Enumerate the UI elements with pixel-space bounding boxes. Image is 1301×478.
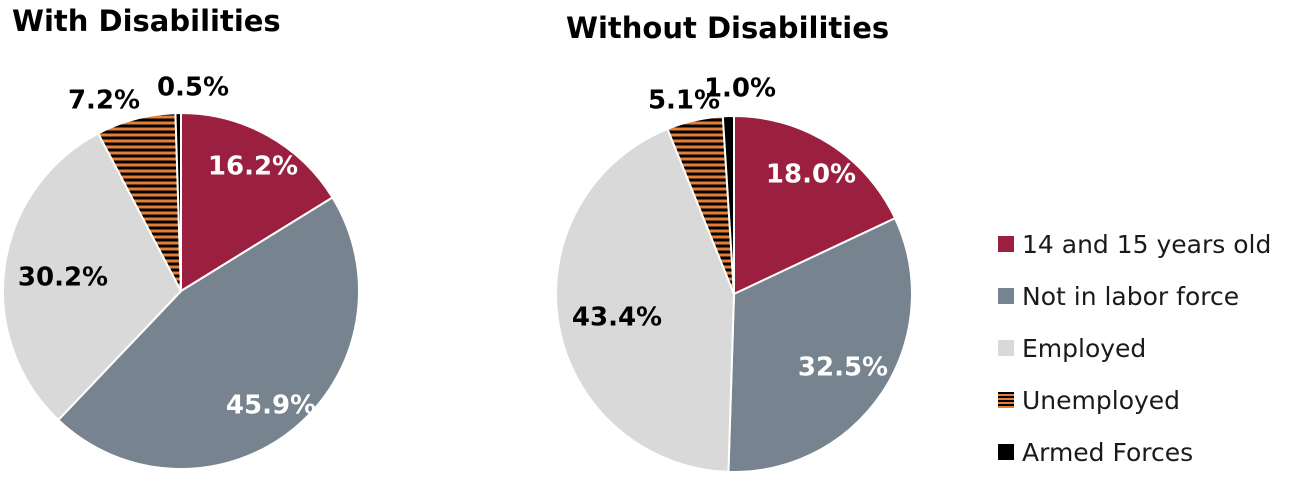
legend-item-14-15: 14 and 15 years old [998, 218, 1271, 270]
legend-label: Employed [1022, 333, 1147, 363]
data-label-14-15: 18.0% [766, 160, 856, 190]
pie-slice-employed [2, 132, 183, 422]
pie-slice-14-15 [733, 114, 897, 296]
legend-swatch-14-15 [998, 236, 1014, 252]
pie-slice-14-15 [180, 111, 334, 293]
data-label-armed-forces: 0.5% [157, 73, 229, 103]
legend-item-employed: Employed [998, 322, 1271, 374]
data-label-unemployed: 5.1% [648, 86, 720, 116]
chart-title-with-disabilities: With Disabilities [12, 4, 281, 38]
pie-slice-armed-forces [174, 111, 182, 292]
data-label-employed: 30.2% [18, 263, 108, 293]
data-label-not-in-labor-force: 32.5% [798, 353, 888, 383]
legend-label: Armed Forces [1022, 437, 1194, 467]
pie-without-disabilities: 18.0% 32.5% 43.4% 5.1%1.0% [555, 74, 913, 471]
legend-swatch-unemployed [998, 392, 1014, 408]
legend-item-armed-forces: Armed Forces [998, 426, 1271, 478]
legend-label: Not in labor force [1022, 281, 1240, 311]
pie-slice-not-in-labor-force [56, 196, 360, 470]
legend-swatch-employed [998, 340, 1014, 356]
pie-slice-not-in-labor-force [727, 216, 913, 471]
legend-item-not-in-labor-force: Not in labor force [998, 270, 1271, 322]
data-label-armed-forces: 1.0% [704, 74, 776, 104]
pie-slice-armed-forces [721, 114, 735, 295]
data-label-14-15: 16.2% [208, 152, 298, 182]
legend: 14 and 15 years old Not in labor force E… [998, 218, 1271, 478]
pie-slice-employed [555, 127, 736, 471]
pie-with-disabilities: 16.2% 45.9% 30.2% 7.2% 0.5% [2, 73, 360, 470]
data-label-unemployed: 7.2% [68, 86, 140, 116]
data-label-not-in-labor-force: 45.9% [226, 391, 316, 421]
legend-swatch-not-in-labor-force [998, 288, 1014, 304]
legend-item-unemployed: Unemployed [998, 374, 1271, 426]
legend-label: 14 and 15 years old [1022, 229, 1272, 259]
data-label-employed: 43.4% [572, 303, 662, 333]
chart-title-without-disabilities: Without Disabilities [566, 11, 890, 45]
legend-swatch-armed-forces [998, 444, 1014, 460]
legend-label: Unemployed [1022, 385, 1181, 415]
